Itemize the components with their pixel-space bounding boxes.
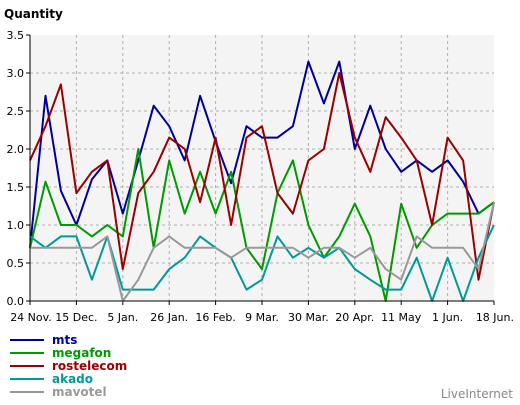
x-tick-label: 18 Jun. [476,311,514,324]
x-tick-label: 15 Dec. [55,311,97,324]
x-tick-label: 30 Mar. [288,311,329,324]
y-tick-label: 0.0 [7,295,25,308]
y-tick-label: 1.0 [7,219,25,232]
x-tick-label: 9 Mar. [245,311,279,324]
legend-label-megafon: megafon [52,346,111,360]
x-tick-label: 24 Nov. [10,311,52,324]
legend-label-mavotel: mavotel [52,385,107,399]
y-tick-label: 0.5 [7,257,25,270]
series-line-mavotel [30,201,495,302]
series-line-megafon [29,148,495,302]
y-tick-label: 2.0 [7,143,25,156]
legend-label-akado: akado [52,372,93,386]
x-tick-label: 1 Jun. [432,311,463,324]
x-tick-label: 20 Apr. [335,311,374,324]
liveinternet-credit: LiveInternet [441,387,513,401]
y-tick-label: 1.5 [7,181,25,194]
plot-area: 0.0 0.5 1.0 1.5 2.0 2.5 3.0 3.5 24 Nov. 15 Dec. 5 … [7,29,515,324]
y-axis-title: Quantity [4,7,63,21]
y-tick-label: 2.5 [7,105,25,118]
legend-label-rostelecom: rostelecom [52,359,127,373]
x-tick-label: 5 Jan. [107,311,138,324]
y-tick-label: 3.5 [7,29,25,42]
y-tick-label: 3.0 [7,67,25,80]
series-line-rostelecom [29,72,495,281]
x-tick-label: 11 May [381,311,422,324]
x-tick-label: 26 Jan. [150,311,188,324]
legend-label-mts: mts [52,333,77,347]
x-tick-label: 16 Feb. [195,311,235,324]
